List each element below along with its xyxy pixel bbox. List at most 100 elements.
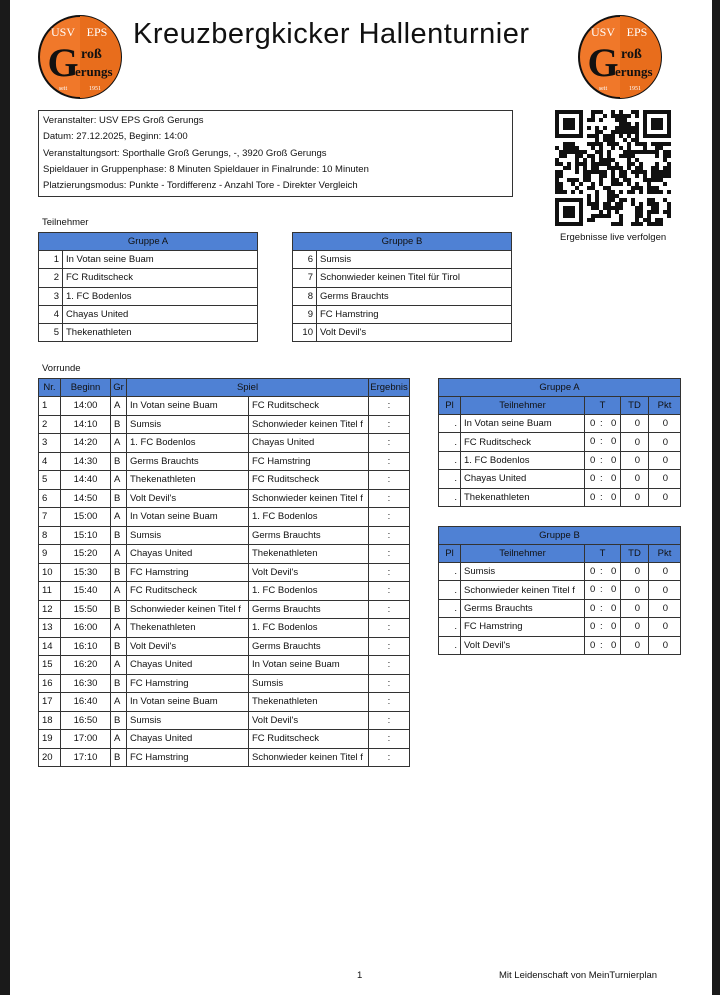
team-number: 3 <box>38 286 63 306</box>
goal-diff: 0 <box>620 414 649 434</box>
qr-module <box>615 206 619 210</box>
qr-module <box>619 154 623 158</box>
qr-module <box>639 202 643 206</box>
points: 0 <box>648 487 681 507</box>
qr-module <box>647 178 651 182</box>
qr-module <box>651 190 655 194</box>
qr-module <box>643 218 647 222</box>
qr-module <box>567 150 571 154</box>
qr-module <box>615 166 619 170</box>
qr-module <box>663 182 667 186</box>
info-line: Veranstaltungsort: Sporthalle Groß Gerun… <box>43 147 327 159</box>
schedule-cell: A <box>110 729 127 749</box>
qr-module <box>603 158 607 162</box>
schedule-cell: B <box>110 488 127 508</box>
team-number: 5 <box>38 323 63 343</box>
team-name: Schonwieder keinen Titel f <box>460 580 585 600</box>
qr-module <box>611 170 615 174</box>
qr-module <box>595 194 599 198</box>
qr-module <box>647 214 651 218</box>
logo-text: EPS <box>627 25 648 39</box>
qr-module <box>667 154 671 158</box>
schedule-cell: : <box>368 655 410 675</box>
goals-sep: : <box>600 602 603 614</box>
qr-module <box>615 222 619 226</box>
qr-module <box>603 214 607 218</box>
qr-module <box>651 206 655 210</box>
qr-module <box>599 210 603 214</box>
qr-module <box>559 174 563 178</box>
qr-module <box>635 142 639 146</box>
team-name: Volt Devil's <box>460 635 585 655</box>
qr-module <box>635 210 639 214</box>
schedule-cell: Chayas United <box>248 433 369 453</box>
qr-module <box>647 210 651 214</box>
schedule-cell: 14:20 <box>60 433 111 453</box>
qr-module <box>623 126 627 130</box>
qr-module <box>611 206 615 210</box>
schedule-cell: Thekenathleten <box>248 544 369 564</box>
schedule-cell: : <box>368 433 410 453</box>
schedule-cell: 1 <box>38 396 61 416</box>
qr-module <box>579 154 583 158</box>
qr-module <box>611 146 615 150</box>
qr-module <box>615 114 619 118</box>
qr-module <box>655 210 659 214</box>
qr-module <box>563 150 567 154</box>
qr-module <box>611 178 615 182</box>
qr-module <box>639 162 643 166</box>
qr-module <box>599 154 603 158</box>
qr-module <box>595 206 599 210</box>
schedule-cell: 13 <box>38 618 61 638</box>
qr-module <box>575 166 579 170</box>
schedule-cell: Germs Brauchts <box>248 636 369 656</box>
table-header: Ergebnis <box>368 378 410 397</box>
qr-module <box>631 202 635 206</box>
schedule-cell: A <box>110 396 127 416</box>
qr-module <box>599 174 603 178</box>
qr-module <box>619 218 623 222</box>
schedule-cell: FC Ruditscheck <box>248 729 369 749</box>
qr-module <box>583 166 587 170</box>
qr-module <box>615 182 619 186</box>
qr-module <box>555 174 559 178</box>
schedule-cell: Thekenathleten <box>126 470 249 490</box>
qr-module <box>599 170 603 174</box>
schedule-cell: 10 <box>38 562 61 582</box>
schedule-cell: B <box>110 525 127 545</box>
logo-text: 1951 <box>629 86 641 92</box>
goals-against: 0 <box>611 584 617 596</box>
goals-sep: : <box>600 473 603 485</box>
schedule-cell: B <box>110 747 127 767</box>
qr-module <box>615 118 619 122</box>
schedule-cell: : <box>368 636 410 656</box>
points: 0 <box>648 598 681 619</box>
qr-module <box>587 174 591 178</box>
schedule-cell: A <box>110 544 127 564</box>
qr-module <box>623 150 627 154</box>
qr-module <box>591 202 595 206</box>
qr-module <box>567 142 571 146</box>
info-box <box>38 110 513 197</box>
qr-module <box>663 198 667 202</box>
schedule-cell: B <box>110 673 127 693</box>
qr-module <box>639 222 643 226</box>
qr-module <box>607 150 611 154</box>
table-header: Pl <box>438 544 461 563</box>
logo-text: USV <box>591 25 615 39</box>
goals-sep: : <box>600 639 603 651</box>
schedule-cell: : <box>368 414 410 434</box>
qr-module <box>663 166 667 170</box>
schedule-cell: : <box>368 507 410 527</box>
qr-module <box>575 170 579 174</box>
qr-module <box>647 202 651 206</box>
qr-module <box>583 158 587 162</box>
schedule-cell: 15:50 <box>60 599 111 619</box>
qr-module <box>627 178 631 182</box>
qr-module <box>603 202 607 206</box>
rank: . <box>438 414 461 434</box>
team-number: 8 <box>292 286 317 306</box>
table-header: Gr <box>110 378 127 397</box>
goals-sep: : <box>600 418 603 429</box>
schedule-cell: FC Hamstring <box>126 747 249 767</box>
